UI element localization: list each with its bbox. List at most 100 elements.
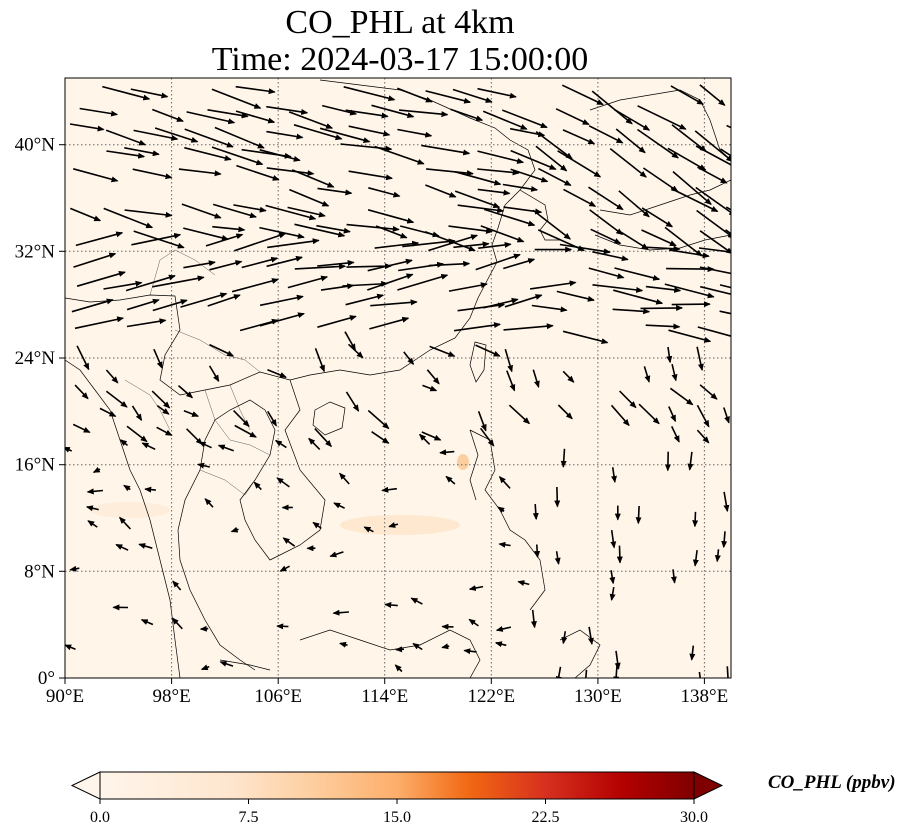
wind-arrow [671, 364, 678, 382]
wind-arrow [317, 315, 357, 328]
colorbar: 0.0 7.5 15.0 22.5 30.0 CO_PHL (ppbv) [70, 771, 896, 826]
wind-arrow [495, 626, 512, 632]
wind-arrow [345, 109, 389, 119]
wind-arrow [503, 323, 554, 331]
wind-arrow [287, 275, 329, 289]
wind-arrow [695, 145, 731, 166]
wind-arrow [454, 171, 502, 186]
wind-arrow [345, 293, 385, 306]
map-frame [64, 77, 732, 679]
wind-arrow [92, 466, 101, 474]
wind-arrow [689, 645, 696, 661]
wind-vectors [65, 84, 731, 678]
colorbar-extend-max [693, 771, 724, 800]
wind-arrow [180, 292, 228, 308]
co-hotspot [457, 454, 469, 470]
wind-arrow [282, 537, 296, 547]
wind-arrow [561, 631, 568, 645]
wind-arrow [345, 391, 360, 412]
wind-arrow [343, 86, 396, 102]
wind-arrow [425, 184, 457, 198]
wind-arrow [267, 410, 277, 427]
wind-arrow [211, 146, 264, 166]
wind-arrow [452, 88, 493, 103]
wind-arrow [696, 404, 710, 428]
wind-arrow [394, 664, 403, 673]
colorbar-tick-label: 7.5 [239, 809, 259, 826]
wind-arrow [402, 238, 456, 248]
wind-arrow [156, 404, 170, 415]
wind-arrow [152, 275, 205, 288]
wind-arrow [233, 204, 267, 213]
wind-arrow [75, 231, 124, 247]
wind-arrow [669, 387, 694, 406]
x-tick-label: 98°E [152, 686, 190, 707]
wind-arrow [592, 251, 629, 262]
colorbar-gradient [100, 772, 694, 799]
wind-arrow [319, 127, 371, 144]
wind-arrow [562, 129, 596, 145]
wind-arrow [274, 439, 287, 449]
wind-arrow [592, 284, 644, 293]
wind-arrow [293, 124, 343, 141]
map-title-time: Time: 2024-03-17 15:00:00 [211, 41, 589, 78]
wind-arrow [609, 570, 616, 585]
wind-arrow [124, 147, 160, 157]
wind-arrow [230, 526, 239, 533]
wind-arrow [517, 580, 530, 586]
wind-arrow [69, 565, 80, 572]
wind-arrow [557, 404, 573, 420]
wind-arrow [428, 234, 479, 252]
wind-arrow [140, 619, 154, 626]
wind-arrow [184, 146, 232, 161]
wind-arrow [556, 290, 595, 302]
y-tick-label: 16°N [15, 455, 56, 476]
wind-arrow [266, 130, 304, 140]
wind-arrow [87, 520, 98, 528]
wind-arrow [348, 170, 393, 181]
wind-arrow [397, 87, 433, 103]
wind-arrow [151, 390, 171, 409]
wind-arrow [317, 260, 355, 267]
wind-arrow [209, 343, 235, 357]
wind-arrow [339, 641, 348, 648]
wind-arrow [236, 164, 280, 181]
x-tick-label: 130°E [574, 686, 622, 707]
wind-arrow [530, 609, 537, 629]
wind-arrow [144, 486, 156, 493]
wind-arrow [103, 207, 154, 229]
wind-arrow [646, 245, 681, 252]
wind-arrow [381, 486, 397, 493]
x-tick-label: 90°E [46, 686, 84, 707]
wind-arrow [535, 145, 568, 172]
wind-arrow [346, 223, 400, 232]
wind-arrow [587, 626, 594, 645]
wind-arrow [697, 326, 731, 337]
wind-arrow [418, 433, 431, 445]
wind-arrow [367, 258, 413, 272]
wind-arrow [177, 384, 194, 399]
wind-arrow [329, 551, 344, 558]
wind-arrow [69, 207, 102, 222]
wind-arrow [531, 304, 568, 313]
wind-arrow [363, 526, 374, 533]
wind-arrow [589, 209, 624, 236]
wind-arrow [395, 646, 405, 653]
wind-arrow [559, 243, 611, 255]
wind-arrow [641, 207, 674, 228]
wind-arrow [588, 125, 624, 144]
wind-arrow [696, 346, 704, 371]
wind-arrow [638, 403, 660, 425]
wind-arrow [719, 310, 731, 315]
colorbar-tick-label: 15.0 [383, 809, 411, 826]
wind-arrow [561, 84, 604, 106]
wind-arrow [610, 404, 630, 427]
wind-arrow [671, 124, 707, 152]
wind-arrow [233, 410, 250, 428]
wind-arrow [668, 249, 710, 259]
wind-arrow [557, 150, 602, 178]
wind-arrow [288, 111, 334, 129]
wind-arrow [312, 521, 322, 530]
wind-arrow [640, 304, 684, 311]
wind-arrow [421, 144, 471, 156]
